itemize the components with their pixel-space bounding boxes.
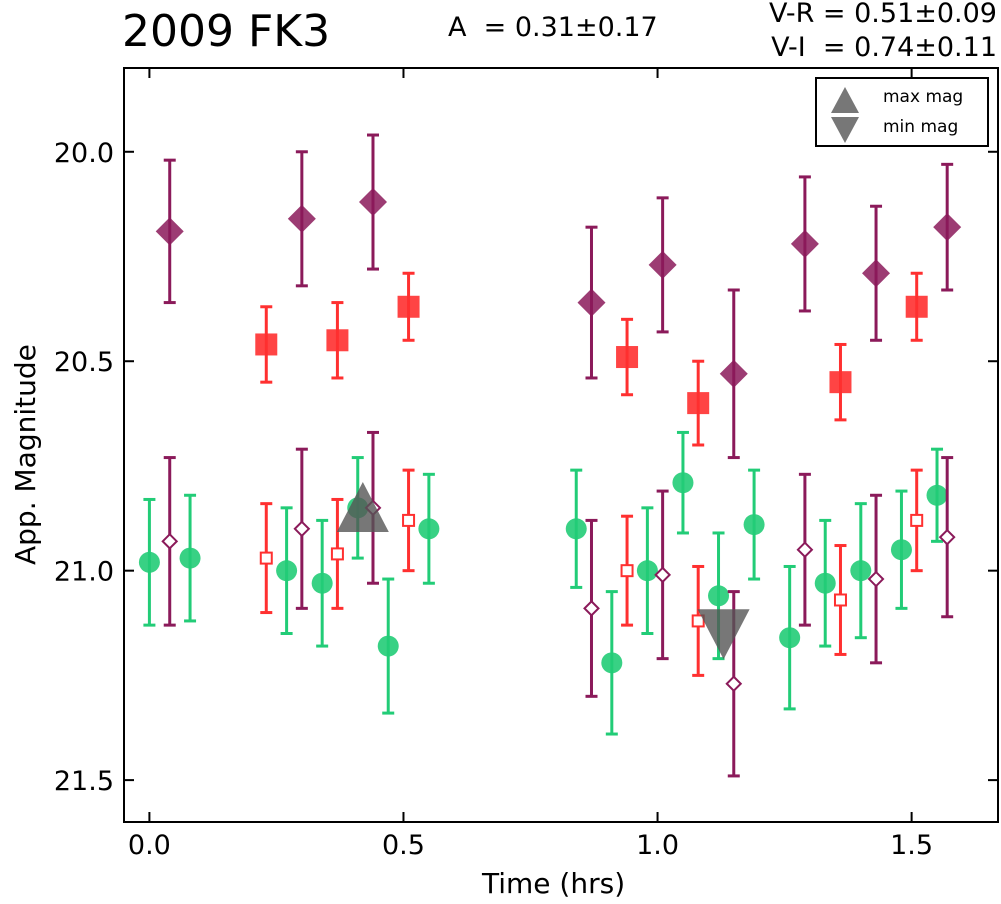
data-point [288,205,316,233]
y-tick-label: 20.5 [54,347,114,378]
data-point [163,534,177,548]
amplitude-text: A = 0.31±0.17 [448,14,658,41]
data-point [156,217,184,245]
data-point [418,518,439,539]
data-point [927,485,948,506]
data-point [601,652,622,673]
max-mag-marker [337,482,389,532]
legend-min-label: min mag [883,119,958,136]
data-point [312,573,333,594]
plot-frame [124,68,998,822]
y-tick-label: 21.0 [54,557,114,588]
data-point [649,251,677,279]
data-point [139,552,160,573]
data-point [359,188,387,216]
data-point [326,329,348,351]
data-point [584,601,598,615]
data-point [829,371,851,393]
x-tick-label: 1.5 [890,830,933,861]
data-point [906,296,928,318]
x-tick-label: 0.0 [128,830,171,861]
data-point [378,636,399,657]
data-point [616,346,638,368]
data-point [255,333,277,355]
legend: max mag min mag [815,77,989,147]
data-point [891,539,912,560]
data-point [708,585,729,606]
data-point [815,573,836,594]
data-point [672,472,693,493]
data-point [744,514,765,535]
series-circle-filled [139,432,948,734]
min-mag-marker [698,609,750,659]
data-point [622,565,633,576]
legend-max-label: max mag [883,89,963,106]
data-point [295,522,309,536]
color-vi-text: V-I = 0.74±0.11 [771,34,997,61]
data-point [180,548,201,569]
data-point [862,259,890,287]
x-axis-label: Time (hrs) [482,870,625,898]
max-mag-legend-icon [831,87,859,113]
legend-markers [827,83,883,145]
data-point [835,594,846,605]
y-tick-label: 21.5 [54,766,114,797]
data-point [850,560,871,581]
data-point [933,213,961,241]
min-mag-legend-icon [831,117,859,143]
data-point [869,572,883,586]
data-point [727,677,741,691]
data-point [332,548,343,559]
data-point [720,360,748,388]
color-vr-text: V-R = 0.51±0.09 [769,0,997,27]
data-point [911,515,922,526]
data-point [577,289,605,317]
data-point [779,627,800,648]
data-point [566,518,587,539]
data-point [687,392,709,414]
x-tick-label: 1.0 [636,830,679,861]
data-point [637,560,658,581]
data-point [403,515,414,526]
data-point [261,553,272,564]
data-point [791,230,819,258]
data-point [398,296,420,318]
y-tick-label: 20.0 [54,138,114,169]
data-point [276,560,297,581]
chart-title: 2009 FK3 [122,10,330,54]
x-tick-label: 0.5 [382,830,425,861]
data-point [798,543,812,557]
y-axis-label: App. Magnitude [12,344,40,565]
